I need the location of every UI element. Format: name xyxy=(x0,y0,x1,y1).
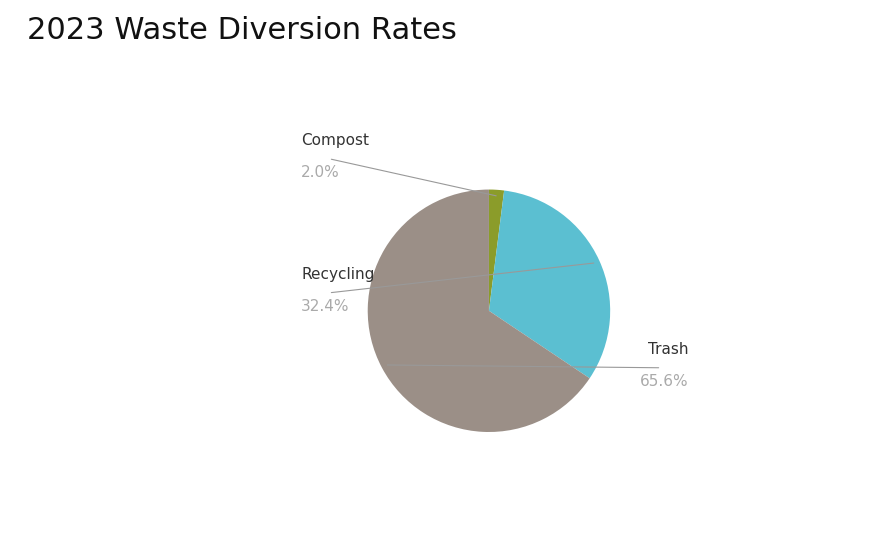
Text: 65.6%: 65.6% xyxy=(640,374,689,389)
Wedge shape xyxy=(368,190,589,432)
Text: 32.4%: 32.4% xyxy=(301,299,349,314)
Wedge shape xyxy=(489,191,610,378)
Text: Compost: Compost xyxy=(301,134,369,148)
Text: Trash: Trash xyxy=(648,342,689,357)
Text: Recycling: Recycling xyxy=(301,267,374,282)
Wedge shape xyxy=(489,190,504,311)
Text: 2023 Waste Diversion Rates: 2023 Waste Diversion Rates xyxy=(27,16,457,45)
Text: 2.0%: 2.0% xyxy=(301,165,340,180)
